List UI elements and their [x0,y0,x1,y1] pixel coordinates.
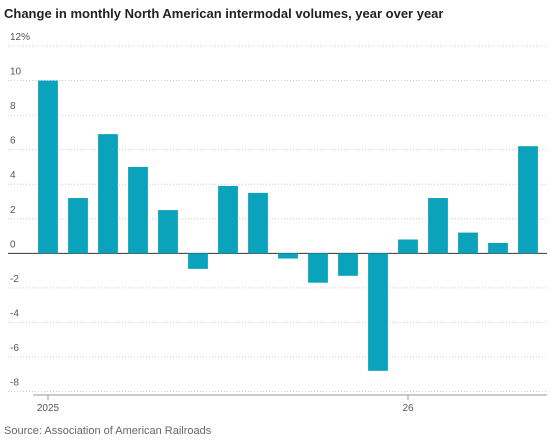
source-note: Source: Association of American Railroad… [4,425,212,437]
bar [488,242,508,254]
y-tick-label: 4 [10,170,16,181]
bar [38,80,58,254]
x-tick-label: 2025 [37,403,60,414]
y-tick-label: -6 [10,343,19,354]
y-tick-label: 2 [10,205,16,216]
y-tick-label: 10 [10,67,22,78]
bar [218,185,238,254]
y-tick-label: 0 [10,239,16,250]
bar [158,210,178,254]
bar [278,253,298,259]
bar [428,198,448,254]
x-tick-label: 26 [402,403,414,414]
y-tick-label: 8 [10,101,16,112]
chart-title: Change in monthly North American intermo… [4,6,443,21]
y-tick-label: -8 [10,378,19,389]
bar [308,253,328,283]
bar [368,253,388,371]
bar [188,253,208,269]
y-tick-label: -2 [10,274,19,285]
bar [338,253,358,276]
y-tick-label: 6 [10,136,16,147]
bar [248,192,268,254]
bar [518,146,538,254]
bar [458,232,478,254]
y-tick-label: -4 [10,308,19,319]
bar [398,239,418,254]
bar [98,134,118,254]
y-tick-label: 12% [10,32,30,43]
bar [128,166,148,254]
bar [68,198,88,254]
